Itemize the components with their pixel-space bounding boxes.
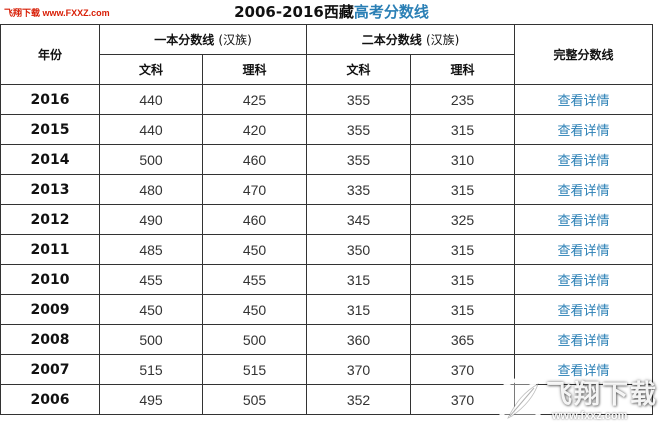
header-second-science: 理科	[410, 54, 516, 85]
title-main: 2006-2016西藏	[234, 3, 354, 21]
second-arts-cell: 335	[306, 174, 412, 205]
second-science-cell: 315	[410, 294, 516, 325]
second-arts-cell: 360	[306, 324, 412, 355]
header-second-arts: 文科	[306, 54, 412, 85]
second-science-cell: 235	[410, 84, 516, 115]
second-arts-cell: 315	[306, 294, 412, 325]
year-cell: 2011	[0, 234, 100, 265]
first-science-cell: 450	[201, 294, 308, 325]
header-first-science: 理科	[201, 54, 308, 85]
header-first-tier: 一本分数线 (汉族)	[98, 24, 308, 55]
first-arts-cell: 500	[99, 324, 203, 355]
header-first-arts: 文科	[99, 54, 203, 85]
second-science-cell: 310	[410, 144, 516, 175]
year-cell: 2015	[0, 114, 100, 145]
first-science-cell: 455	[201, 264, 308, 295]
table-row: 2008 500 500 360 365 查看详情	[0, 324, 654, 355]
year-cell: 2014	[0, 144, 100, 175]
table-row: 2007 515 515 370 370 查看详情	[0, 354, 654, 385]
second-science-cell: 325	[410, 204, 516, 235]
table-row: 2011 485 450 350 315 查看详情	[0, 234, 654, 265]
details-link[interactable]: 查看详情	[514, 234, 654, 265]
header-year: 年份	[0, 24, 100, 85]
table-row: 2014 500 460 355 310 查看详情	[0, 144, 654, 175]
first-arts-cell: 440	[99, 114, 203, 145]
year-cell: 2012	[0, 204, 100, 235]
year-cell: 2006	[0, 384, 100, 415]
first-science-cell: 515	[201, 354, 308, 385]
details-link[interactable]: 查看详情	[514, 354, 654, 385]
details-link[interactable]: 查看详情	[514, 114, 654, 145]
second-arts-cell: 345	[306, 204, 412, 235]
second-arts-cell: 355	[306, 84, 412, 115]
details-link[interactable]: 查看详情	[514, 264, 654, 295]
first-science-cell: 460	[201, 144, 308, 175]
year-cell: 2013	[0, 174, 100, 205]
first-arts-cell: 490	[99, 204, 203, 235]
second-science-cell: 315	[410, 174, 516, 205]
first-arts-cell: 515	[99, 354, 203, 385]
first-arts-cell: 500	[99, 144, 203, 175]
header-first-tier-note: (汉族)	[218, 33, 252, 47]
year-cell: 2009	[0, 294, 100, 325]
second-science-cell: 315	[410, 264, 516, 295]
header-second-tier-label: 二本分数线	[361, 33, 422, 47]
second-arts-cell: 355	[306, 144, 412, 175]
table-row: 2016 440 425 355 235 查看详情	[0, 84, 654, 115]
table-row: 2012 490 460 345 325 查看详情	[0, 204, 654, 235]
first-science-cell: 505	[201, 384, 308, 415]
second-arts-cell: 370	[306, 354, 412, 385]
header-second-tier: 二本分数线 (汉族)	[306, 24, 516, 55]
header-row-sub: 文科 理科 文科 理科	[1, 54, 653, 85]
details-link[interactable]: 查看详情	[514, 324, 654, 355]
table-row: 2010 455 455 315 315 查看详情	[0, 264, 654, 295]
first-arts-cell: 495	[99, 384, 203, 415]
details-link[interactable]: 查看详情	[514, 174, 654, 205]
second-arts-cell: 350	[306, 234, 412, 265]
second-arts-cell: 315	[306, 264, 412, 295]
header-first-tier-label: 一本分数线	[154, 33, 215, 47]
table-row: 2015 440 420 355 315 查看详情	[0, 114, 654, 145]
site-watermark: 飞翔下载 www.FXXZ.com	[4, 8, 110, 18]
year-cell: 2007	[0, 354, 100, 385]
table-row: 2006 495 505 352 370	[0, 384, 654, 415]
first-science-cell: 470	[201, 174, 308, 205]
first-science-cell: 450	[201, 234, 308, 265]
table-row: 2009 450 450 315 315 查看详情	[0, 294, 654, 325]
first-science-cell: 500	[201, 324, 308, 355]
header-full: 完整分数线	[514, 24, 654, 85]
details-link[interactable]	[514, 384, 654, 415]
year-cell: 2008	[0, 324, 100, 355]
first-arts-cell: 485	[99, 234, 203, 265]
first-science-cell: 425	[201, 84, 308, 115]
second-science-cell: 370	[410, 384, 516, 415]
second-science-cell: 315	[410, 114, 516, 145]
year-cell: 2016	[0, 84, 100, 115]
details-link[interactable]: 查看详情	[514, 144, 654, 175]
first-arts-cell: 450	[99, 294, 203, 325]
details-link[interactable]: 查看详情	[514, 204, 654, 235]
title-highlight: 高考分数线	[353, 3, 429, 21]
first-arts-cell: 455	[99, 264, 203, 295]
second-arts-cell: 352	[306, 384, 412, 415]
details-link[interactable]: 查看详情	[514, 84, 654, 115]
first-arts-cell: 440	[99, 84, 203, 115]
first-science-cell: 420	[201, 114, 308, 145]
score-table: 年份 一本分数线 (汉族) 二本分数线 (汉族) 完整分数线 文科 理科 文科 …	[0, 24, 654, 415]
first-arts-cell: 480	[99, 174, 203, 205]
page-title: 2006-2016西藏高考分数线	[0, 1, 663, 23]
header-row-top: 年份 一本分数线 (汉族) 二本分数线 (汉族) 完整分数线	[0, 24, 654, 85]
year-cell: 2010	[0, 264, 100, 295]
first-science-cell: 460	[201, 204, 308, 235]
second-science-cell: 365	[410, 324, 516, 355]
table-row: 2013 480 470 335 315 查看详情	[0, 174, 654, 205]
second-science-cell: 315	[410, 234, 516, 265]
header-second-tier-note: (汉族)	[425, 33, 460, 47]
details-link[interactable]: 查看详情	[514, 294, 654, 325]
second-arts-cell: 355	[306, 114, 412, 145]
second-science-cell: 370	[410, 354, 516, 385]
